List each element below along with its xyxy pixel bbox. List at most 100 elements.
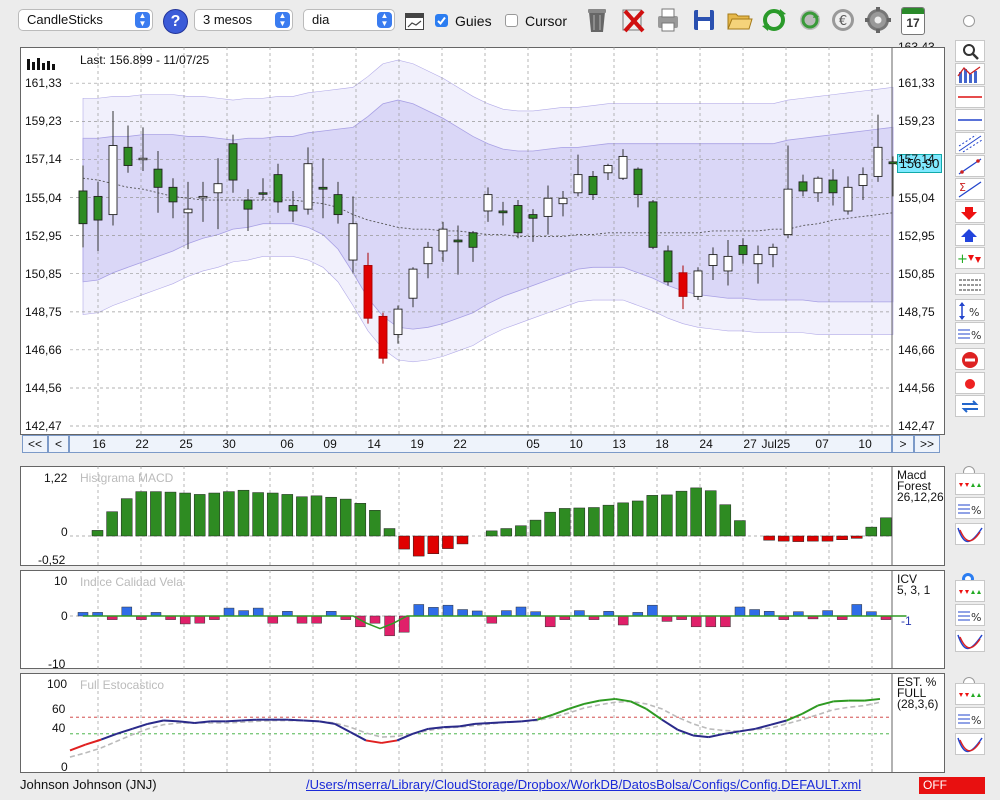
zoom-icon[interactable]	[955, 40, 985, 62]
stoch-fast-line	[241, 718, 257, 722]
stoch-oscillator-icon[interactable]	[955, 733, 985, 755]
macd-signals-icon-glyph	[959, 483, 981, 487]
histogram-tool-icon[interactable]	[955, 63, 985, 85]
open-folder-icon[interactable]	[725, 5, 753, 35]
y-label-left: 150,85	[25, 266, 62, 281]
channel-tool-icon[interactable]	[955, 132, 985, 154]
y-label-right: 157,14	[898, 152, 935, 167]
candle-body	[198, 195, 208, 199]
macd-bar	[383, 528, 396, 537]
candle-body	[843, 186, 853, 212]
icv-y-bottom: -10	[48, 657, 66, 671]
icv-label-2: 5, 3, 1	[897, 583, 931, 597]
fibonacci-tool-icon[interactable]: Σ	[955, 178, 985, 200]
date-axis[interactable]: 16 22 25 30 06 09 14 19 22 05 10 13 18 24 27 Jul25 07 10	[69, 435, 892, 453]
radio-main[interactable]	[963, 15, 975, 27]
candle-body	[213, 183, 223, 194]
horizontal-line-red-icon[interactable]	[955, 86, 985, 108]
trendline-tool-icon[interactable]	[955, 155, 985, 177]
trash-icon[interactable]	[583, 5, 611, 35]
nav-prev-button[interactable]: <	[48, 435, 69, 453]
swap-icon[interactable]	[955, 395, 985, 417]
cursor-checkbox[interactable]	[505, 14, 518, 27]
chart-window-icon[interactable]	[405, 13, 424, 30]
candle-body	[678, 272, 688, 297]
y-label-right: 159,23	[898, 114, 935, 129]
arrow-up-blue-icon[interactable]	[955, 224, 985, 246]
arrow-down-red-icon[interactable]	[955, 201, 985, 223]
refresh-icon[interactable]	[760, 5, 788, 35]
chart-type-select[interactable]: CandleSticks ▲ ▼	[18, 9, 153, 31]
macd-percent-icon[interactable]: %	[955, 497, 985, 519]
macd-signals-icon[interactable]	[955, 473, 985, 495]
icv-chart[interactable]	[20, 570, 945, 669]
bar-type-icon[interactable]	[26, 53, 56, 71]
candle-body	[153, 168, 163, 188]
horizontal-line-blue-icon[interactable]	[955, 109, 985, 131]
help-button[interactable]: ?	[163, 9, 188, 34]
stoch-fast-line	[583, 699, 600, 705]
candlestick-chart[interactable]	[20, 47, 945, 435]
percent-lines-icon[interactable]: %	[955, 322, 985, 344]
calendar-icon[interactable]: 17	[901, 7, 925, 35]
x-tick-label: 07	[815, 437, 829, 451]
save-icon[interactable]	[690, 5, 718, 35]
macd-histogram[interactable]	[20, 466, 945, 566]
icv-bar	[179, 615, 191, 625]
icv-oscillator-icon[interactable]	[955, 630, 985, 652]
svg-text:%: %	[971, 504, 981, 517]
config-path-link[interactable]: /Users/mserra/Library/CloudStorage/Dropb…	[306, 777, 862, 792]
macd-bar	[398, 535, 410, 550]
period-select[interactable]: 3 mesos ▲ ▼	[194, 9, 293, 31]
candle-body	[873, 146, 883, 177]
icv-bar	[457, 609, 468, 617]
stoch-percent-icon[interactable]: %	[955, 707, 985, 729]
macd-bar	[807, 535, 819, 542]
icv-percent-icon-glyph: %	[958, 611, 981, 624]
stoch-fast-line	[381, 739, 398, 744]
gear-icon[interactable]	[864, 5, 892, 35]
no-entry-icon[interactable]	[955, 348, 985, 370]
stoch-fast-line	[194, 720, 211, 725]
stoch-fast-line	[428, 726, 444, 730]
channel-tool-icon-glyph	[958, 134, 983, 153]
stoch-fast-line	[615, 697, 631, 703]
stochastic-chart[interactable]	[20, 673, 945, 773]
grid-lines-icon[interactable]	[955, 273, 985, 295]
macd-label-2: Forest	[897, 479, 932, 493]
sync-icon[interactable]	[796, 5, 824, 35]
stoch-fast-line	[178, 720, 195, 725]
record-icon[interactable]	[955, 372, 985, 394]
interval-select[interactable]: dia ▲ ▼	[303, 9, 395, 31]
no-entry-icon-glyph	[962, 352, 978, 368]
x-tick-label: 27	[743, 437, 757, 451]
nav-next-button[interactable]: >	[892, 435, 914, 453]
connection-status-badge[interactable]: OFF	[919, 777, 985, 794]
x-tick-label: 10	[858, 437, 872, 451]
stoch-fast-line	[349, 731, 367, 742]
euro-icon[interactable]: €	[829, 5, 857, 35]
horizontal-line-red-icon-glyph	[958, 96, 982, 98]
stoch-signals-icon[interactable]	[955, 683, 985, 705]
icv-percent-icon[interactable]: %	[955, 604, 985, 626]
buy-sell-signals-icon[interactable]: +	[955, 247, 985, 269]
stoch-fast-line	[677, 728, 694, 737]
icv-oscillator-icon-glyph	[957, 634, 983, 650]
stoch-fast-line	[521, 718, 538, 723]
delete-chart-icon[interactable]	[619, 5, 647, 35]
macd-oscillator-icon[interactable]	[955, 523, 985, 545]
percent-range-icon[interactable]: %	[955, 299, 985, 321]
icv-signals-icon[interactable]	[955, 580, 985, 602]
print-icon[interactable]	[654, 5, 682, 35]
nav-last-button[interactable]: >>	[914, 435, 940, 453]
nav-first-button[interactable]: <<	[22, 435, 48, 453]
stoch-slow-line	[69, 700, 881, 758]
guides-checkbox[interactable]	[435, 14, 448, 27]
macd-bar	[485, 530, 498, 537]
x-tick-label: 30	[222, 437, 236, 451]
stoch-fast-line	[132, 722, 149, 730]
candle-body	[828, 179, 838, 194]
chart-type-value: CandleSticks	[27, 12, 103, 27]
y-label-right: 152,95	[898, 228, 935, 243]
x-tick-label: 25	[179, 437, 193, 451]
